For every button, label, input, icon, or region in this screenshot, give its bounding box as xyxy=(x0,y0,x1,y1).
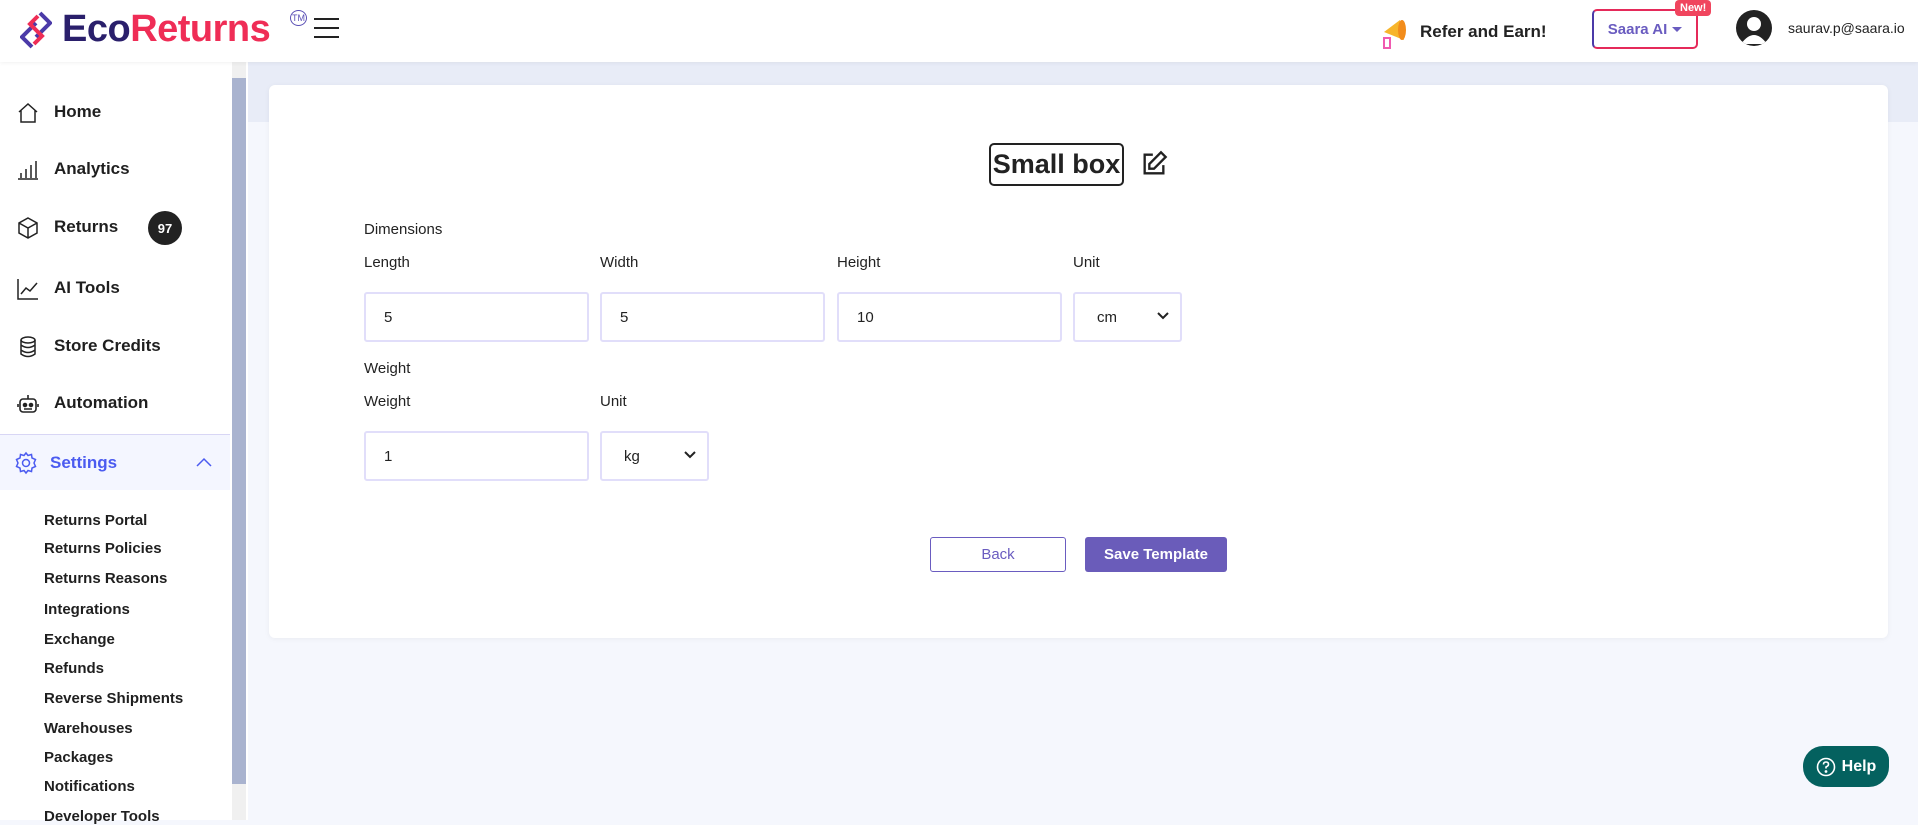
sidebar-subitem-returns-reasons[interactable]: Returns Reasons xyxy=(44,570,168,587)
box-icon xyxy=(18,217,38,239)
bar-chart-icon xyxy=(18,161,38,180)
weight-input[interactable] xyxy=(364,431,589,481)
template-name-title[interactable]: Small box xyxy=(989,143,1124,186)
robot-icon xyxy=(17,395,39,413)
height-input[interactable] xyxy=(837,292,1062,342)
sidebar-item-automation[interactable]: Automation xyxy=(0,383,230,423)
top-header: EcoReturns TM Refer and Earn! Saara AI N… xyxy=(0,0,1918,62)
user-email[interactable]: saurav.p@saara.io xyxy=(1788,20,1905,36)
logo-text: EcoReturns xyxy=(62,8,271,50)
sidebar-subitem-integrations[interactable]: Integrations xyxy=(44,601,130,618)
sidebar-subitem-reverse-shipments[interactable]: Reverse Shipments xyxy=(44,690,184,707)
sidebar-subitem-notifications[interactable]: Notifications xyxy=(44,778,135,795)
sidebar-subitem-returns-policies[interactable]: Returns Policies xyxy=(44,540,162,557)
sidebar-item-store-credits[interactable]: Store Credits xyxy=(0,326,230,366)
home-icon xyxy=(18,102,38,123)
chevron-up-icon xyxy=(196,457,212,467)
megaphone-icon xyxy=(1383,20,1406,49)
refer-and-earn-link[interactable]: Refer and Earn! xyxy=(1378,12,1547,52)
menu-toggle-button[interactable] xyxy=(314,18,339,38)
ecoreturns-logo[interactable]: EcoReturns TM xyxy=(20,8,307,51)
dimension-unit-select[interactable]: cm xyxy=(1073,292,1182,342)
width-label: Width xyxy=(600,254,639,271)
save-template-button[interactable]: Save Template xyxy=(1085,537,1227,572)
width-input[interactable] xyxy=(600,292,825,342)
weight-unit-label: Unit xyxy=(600,393,627,410)
dimensions-heading: Dimensions xyxy=(364,221,443,238)
sidebar-subitem-returns-portal[interactable]: Returns Portal xyxy=(44,512,148,529)
dimension-unit-label: Unit xyxy=(1073,254,1100,271)
sidebar-scrollbar-thumb[interactable] xyxy=(232,78,246,784)
sidebar-subitem-refunds[interactable]: Refunds xyxy=(44,660,104,677)
avatar[interactable] xyxy=(1736,10,1772,46)
length-input[interactable] xyxy=(364,292,589,342)
database-icon xyxy=(20,336,36,358)
returns-count-badge: 97 xyxy=(148,211,182,245)
weight-heading: Weight xyxy=(364,360,411,377)
back-button[interactable]: Back xyxy=(930,537,1066,572)
logo-mark-icon xyxy=(20,11,52,48)
caret-down-icon xyxy=(1672,26,1683,32)
weight-label: Weight xyxy=(364,393,411,410)
sidebar-item-ai-tools[interactable]: AI Tools xyxy=(0,268,230,308)
new-badge: New! xyxy=(1675,0,1712,16)
sidebar-subitem-developer-tools[interactable]: Developer Tools xyxy=(44,808,160,825)
trademark: TM xyxy=(290,10,307,26)
chevron-down-icon xyxy=(684,451,696,459)
length-label: Length xyxy=(364,254,410,271)
sidebar-subitem-warehouses[interactable]: Warehouses xyxy=(44,720,133,737)
edit-icon[interactable] xyxy=(1140,150,1168,178)
sidebar-subitem-exchange[interactable]: Exchange xyxy=(44,631,115,648)
gear-icon xyxy=(15,451,37,475)
question-circle-icon xyxy=(1816,757,1835,776)
sidebar-item-analytics[interactable]: Analytics xyxy=(0,149,230,189)
chevron-down-icon xyxy=(1157,312,1169,320)
help-button[interactable]: Help xyxy=(1803,746,1889,787)
weight-unit-select[interactable]: kg xyxy=(600,431,709,481)
height-label: Height xyxy=(837,254,881,271)
sidebar-item-returns[interactable]: Returns 97 xyxy=(0,207,230,247)
trend-icon xyxy=(17,279,38,300)
sidebar-item-settings[interactable]: Settings xyxy=(0,434,230,490)
package-template-card xyxy=(269,85,1888,638)
sidebar-item-home[interactable]: Home xyxy=(0,92,230,132)
sidebar-subitem-packages[interactable]: Packages xyxy=(44,749,114,766)
sidebar: Home Analytics Returns 97 AI Tools Store… xyxy=(0,62,248,825)
